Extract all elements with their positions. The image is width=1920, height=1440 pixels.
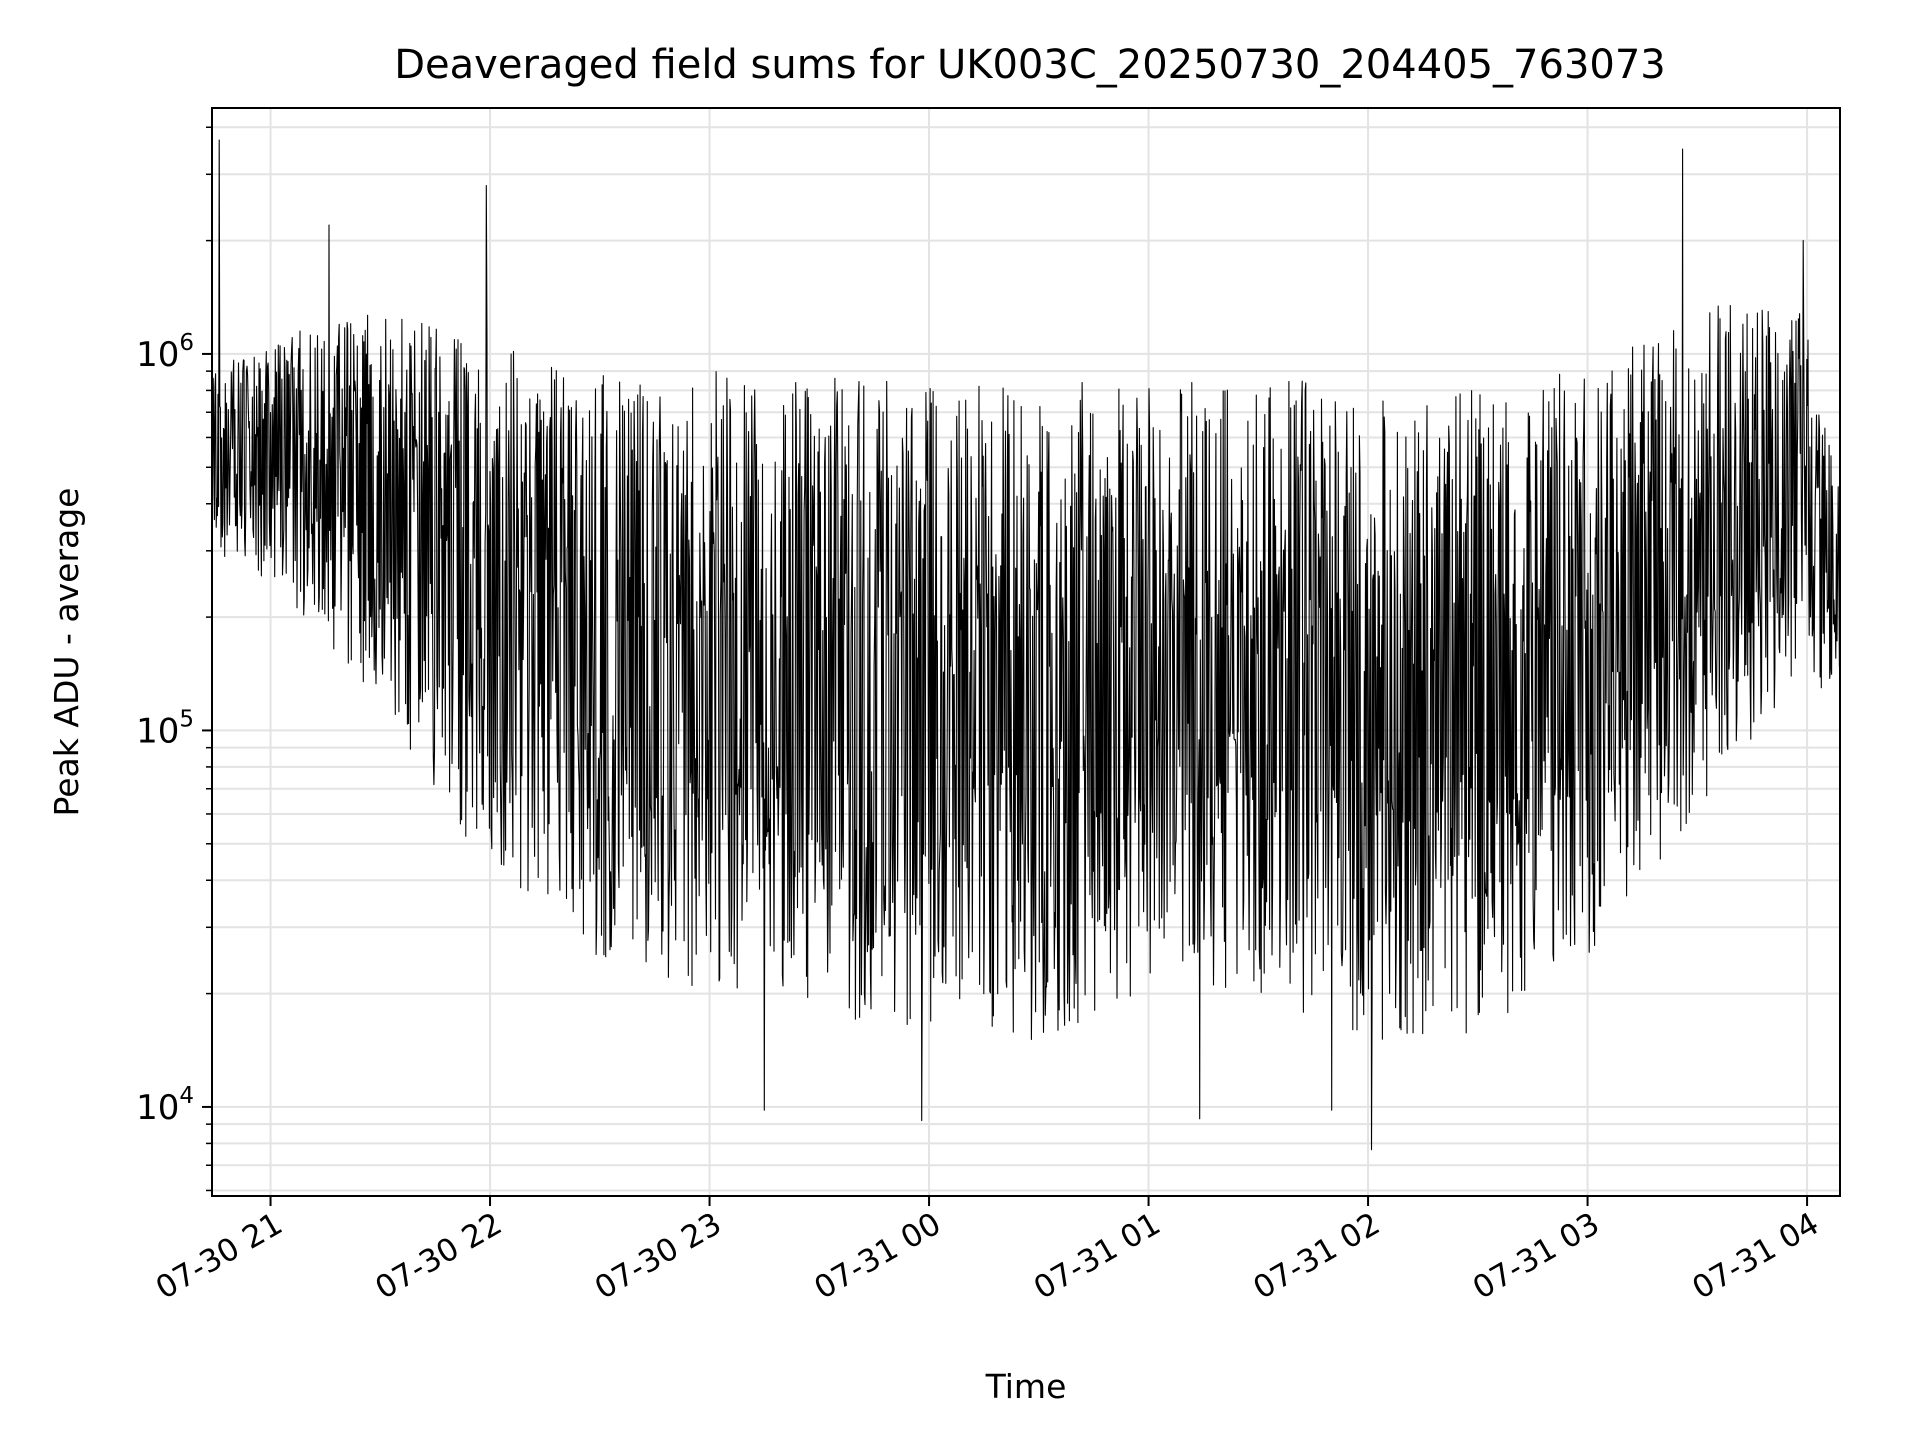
plot-frame: [211, 107, 1841, 1197]
x-axis-label: Time: [985, 1367, 1067, 1406]
y-tick-label-text: 106: [136, 330, 194, 375]
series-line: [211, 139, 1841, 1151]
y-tick-exponent: 5: [179, 706, 194, 732]
y-tick-base: 10: [136, 711, 179, 751]
y-tick-base: 10: [136, 335, 179, 375]
y-tick-label: 105: [136, 706, 194, 751]
y-tick-base: 10: [136, 1088, 179, 1128]
series-layer: [211, 139, 1841, 1151]
y-tick-exponent: 6: [179, 330, 194, 356]
y-tick-label-text: 104: [136, 1083, 194, 1128]
y-tick-exponent: 4: [179, 1083, 194, 1109]
chart-title: Deaveraged field sums for UK003C_2025073…: [394, 42, 1665, 88]
y-axis-label: Peak ADU - average: [47, 488, 86, 817]
y-tick-label-text: 105: [136, 706, 194, 751]
y-tick-label: 104: [136, 1083, 194, 1128]
axis-ticks: [202, 126, 1809, 1206]
y-tick-label: 106: [136, 330, 194, 375]
